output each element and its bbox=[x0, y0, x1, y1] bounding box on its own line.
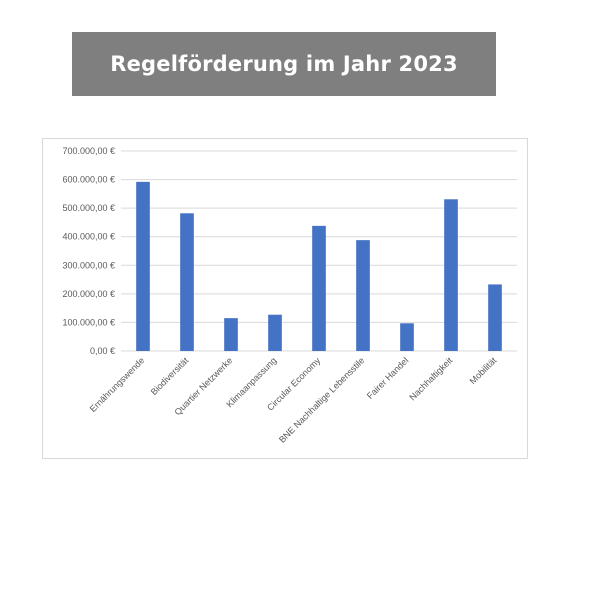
bar-3 bbox=[268, 314, 282, 351]
x-tick-label: Ernährungswende bbox=[88, 355, 147, 414]
bar-2 bbox=[224, 318, 238, 351]
bar-4 bbox=[312, 225, 326, 351]
bar-6 bbox=[400, 323, 414, 351]
y-tick-label: 0,00 € bbox=[90, 346, 115, 356]
bar-7 bbox=[444, 199, 458, 351]
page-title: Regelförderung im Jahr 2023 bbox=[110, 52, 458, 76]
x-tick-label: Mobilität bbox=[468, 355, 499, 386]
y-tick-label: 300.000,00 € bbox=[62, 260, 115, 270]
title-banner: Regelförderung im Jahr 2023 bbox=[72, 32, 496, 96]
y-tick-label: 700.000,00 € bbox=[62, 146, 115, 156]
y-axis-ticks: 0,00 € 100.000,00 € 200.000,00 € 300.000,00… bbox=[62, 146, 115, 356]
bar-5 bbox=[356, 240, 370, 351]
y-tick-label: 200.000,00 € bbox=[62, 289, 115, 299]
x-tick-label: BNE Nachhaltige Lebensstile bbox=[277, 355, 367, 445]
bar-chart: 0,00 € 100.000,00 € 200.000,00 € 300.000,00… bbox=[62, 146, 517, 445]
bars bbox=[136, 181, 502, 351]
bar-1 bbox=[180, 213, 194, 351]
y-tick-label: 100.000,00 € bbox=[62, 317, 115, 327]
x-tick-label: Fairer Handel bbox=[365, 355, 411, 401]
y-tick-label: 500.000,00 € bbox=[62, 203, 115, 213]
x-tick-label: Nachhaltigkeit bbox=[407, 355, 454, 402]
x-tick-label: Biodiversität bbox=[149, 355, 191, 397]
y-tick-label: 600.000,00 € bbox=[62, 175, 115, 185]
bar-8 bbox=[488, 284, 502, 351]
y-tick-label: 400.000,00 € bbox=[62, 232, 115, 242]
chart-container: 0,00 € 100.000,00 € 200.000,00 € 300.000,00… bbox=[42, 138, 528, 459]
bar-0 bbox=[136, 181, 150, 351]
